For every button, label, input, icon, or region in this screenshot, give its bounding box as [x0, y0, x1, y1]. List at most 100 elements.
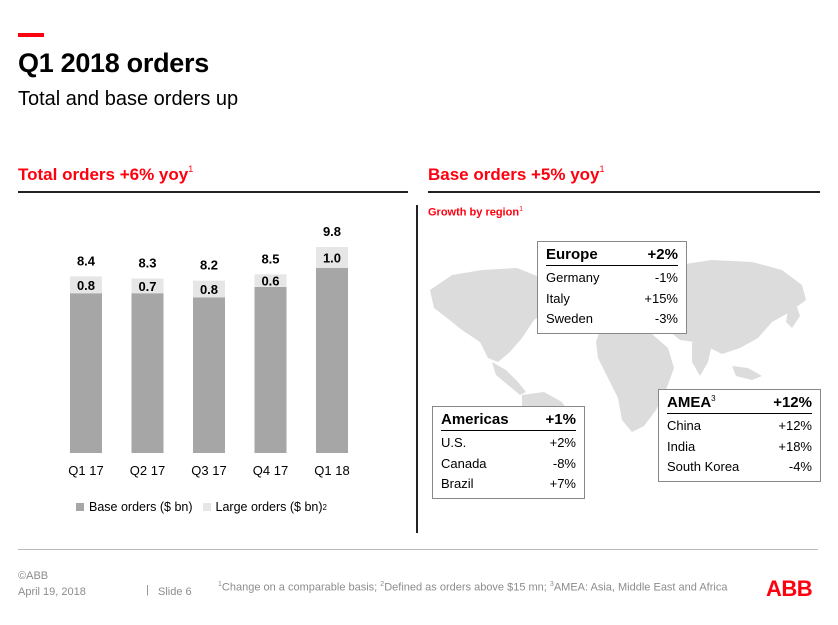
footnote-text-3: AMEA: Asia, Middle East and Africa	[553, 581, 728, 594]
total-orders-heading-sup: 1	[188, 164, 194, 174]
large-orders-label: 1.0	[323, 251, 341, 266]
amea-name: AMEA	[667, 394, 712, 411]
footer-rule	[18, 549, 818, 550]
footnote-text-1: Change on a comparable basis;	[221, 581, 381, 594]
region-value: +15%	[644, 290, 678, 306]
europe-value: +2%	[647, 246, 678, 263]
legend-base-label: Base orders ($ bn)	[89, 500, 193, 514]
right-heading-rule	[428, 191, 820, 193]
amea-sup: 3	[711, 394, 716, 403]
legend-large-sup: 2	[322, 502, 327, 512]
region-value: +12%	[778, 418, 812, 433]
footer-slide-number: Slide 6	[158, 586, 192, 598]
growth-label-sup: 1	[519, 206, 523, 213]
amea-value: +12%	[773, 394, 812, 411]
base-orders-bar	[193, 297, 225, 453]
total-orders-heading: Total orders +6% yoy1	[18, 164, 194, 185]
footnote: 1Change on a comparable basis; 2Defined …	[218, 578, 738, 595]
legend-base-swatch	[76, 503, 84, 511]
europe-row-italy: Italy +15%	[546, 289, 678, 310]
total-orders-label: 8.2	[200, 258, 218, 273]
large-orders-bar	[254, 274, 287, 287]
footnote-sup-2: 2	[380, 581, 385, 588]
region-value: +2%	[549, 435, 576, 450]
growth-by-region-label: Growth by region1	[428, 206, 523, 219]
americas-row-brazil: Brazil +7%	[441, 474, 576, 495]
europe-row-sweden: Sweden -3%	[546, 309, 678, 330]
large-orders-label: 0.6	[261, 274, 279, 289]
base-orders-bar	[316, 268, 348, 453]
region-country: Brazil	[441, 476, 474, 491]
growth-label-text: Growth by region	[428, 206, 520, 219]
chart-legend: Base orders ($ bn) Large orders ($ bn) 2	[76, 500, 327, 514]
europe-region-box: Europe +2% Germany -1% Italy +15% Sweden -3…	[537, 241, 687, 334]
total-orders-label: 9.8	[323, 224, 341, 239]
total-orders-label: 8.3	[138, 256, 156, 271]
region-country: U.S.	[441, 435, 467, 450]
americas-value: +1%	[545, 411, 576, 428]
region-country: South Korea	[667, 459, 740, 474]
left-heading-rule	[18, 191, 408, 193]
footer-separator: |	[146, 584, 149, 596]
large-orders-bar	[193, 280, 225, 298]
total-orders-label: 8.5	[261, 251, 279, 266]
large-orders-bar	[316, 247, 348, 269]
region-value: -1%	[654, 270, 678, 285]
x-tick-label: Q4 17	[253, 463, 288, 478]
large-orders-bar	[131, 278, 164, 294]
region-value: -8%	[552, 455, 576, 471]
region-country: Sweden	[546, 311, 593, 326]
abb-logo: ABB	[766, 576, 813, 601]
amea-name-wrap: AMEA3	[667, 394, 716, 411]
europe-row-germany: Germany -1%	[546, 268, 678, 289]
amea-row-china: China +12%	[667, 416, 812, 437]
region-value: -3%	[654, 311, 678, 326]
x-tick-label: Q3 17	[191, 463, 226, 478]
amea-row-south-korea: South Korea -4%	[667, 457, 812, 478]
orders-bar-chart: 0.8 8.4 Q1 17 0.7 8.3 Q2 17 0.8 8.2 Q3 17 0.6 8.5 Q…	[68, 224, 349, 478]
large-orders-label: 0.7	[138, 279, 156, 294]
legend-large-label: Large orders ($ bn)	[215, 500, 323, 514]
region-value: +7%	[549, 476, 576, 491]
base-orders-bar	[70, 293, 102, 453]
base-orders-bar	[254, 286, 287, 453]
base-orders-heading-text: Base orders +5% yoy	[428, 165, 600, 184]
region-country: India	[667, 438, 696, 454]
page-title: Q1 2018 orders	[18, 48, 209, 78]
americas-row-us: U.S. +2%	[441, 433, 576, 454]
region-country: Canada	[441, 455, 487, 471]
page-subtitle: Total and base orders up	[18, 88, 239, 110]
total-orders-heading-text: Total orders +6% yoy	[18, 165, 189, 184]
x-tick-label: Q1 18	[314, 463, 349, 478]
americas-region-box: Americas +1% U.S. +2% Canada -8% Brazil +7%	[432, 406, 585, 499]
footnote-sup-1: 1	[218, 581, 222, 588]
americas-header: Americas +1%	[441, 411, 576, 431]
footer-copyright: ©ABB	[18, 570, 49, 582]
europe-header: Europe +2%	[546, 246, 678, 266]
footer-date: April 19, 2018	[18, 586, 86, 598]
region-country: Italy	[546, 290, 570, 306]
amea-header: AMEA3 +12%	[667, 394, 812, 414]
amea-region-box: AMEA3 +12% China +12% India +18% South Kor…	[658, 389, 821, 482]
americas-name: Americas	[441, 411, 509, 428]
total-orders-label: 8.4	[77, 253, 96, 268]
large-orders-bar	[70, 276, 102, 294]
title-accent-bar	[18, 33, 44, 37]
region-value: +18%	[778, 438, 812, 454]
x-tick-label: Q1 17	[68, 463, 103, 478]
region-value: -4%	[788, 459, 812, 474]
footnote-text-2: Defined as orders above $15 mn;	[384, 581, 550, 594]
americas-row-canada: Canada -8%	[441, 454, 576, 475]
amea-row-india: India +18%	[667, 437, 812, 458]
legend-large-swatch	[202, 503, 211, 511]
base-orders-heading: Base orders +5% yoy1	[428, 164, 605, 185]
region-country: China	[667, 418, 701, 433]
section-divider	[416, 205, 418, 533]
footnote-sup-3: 3	[549, 581, 554, 588]
large-orders-label: 0.8	[77, 278, 95, 293]
base-orders-bar	[131, 293, 164, 453]
region-country: Germany	[546, 270, 600, 285]
base-orders-heading-sup: 1	[599, 164, 605, 174]
large-orders-label: 0.8	[200, 282, 218, 297]
x-tick-label: Q2 17	[130, 463, 165, 478]
